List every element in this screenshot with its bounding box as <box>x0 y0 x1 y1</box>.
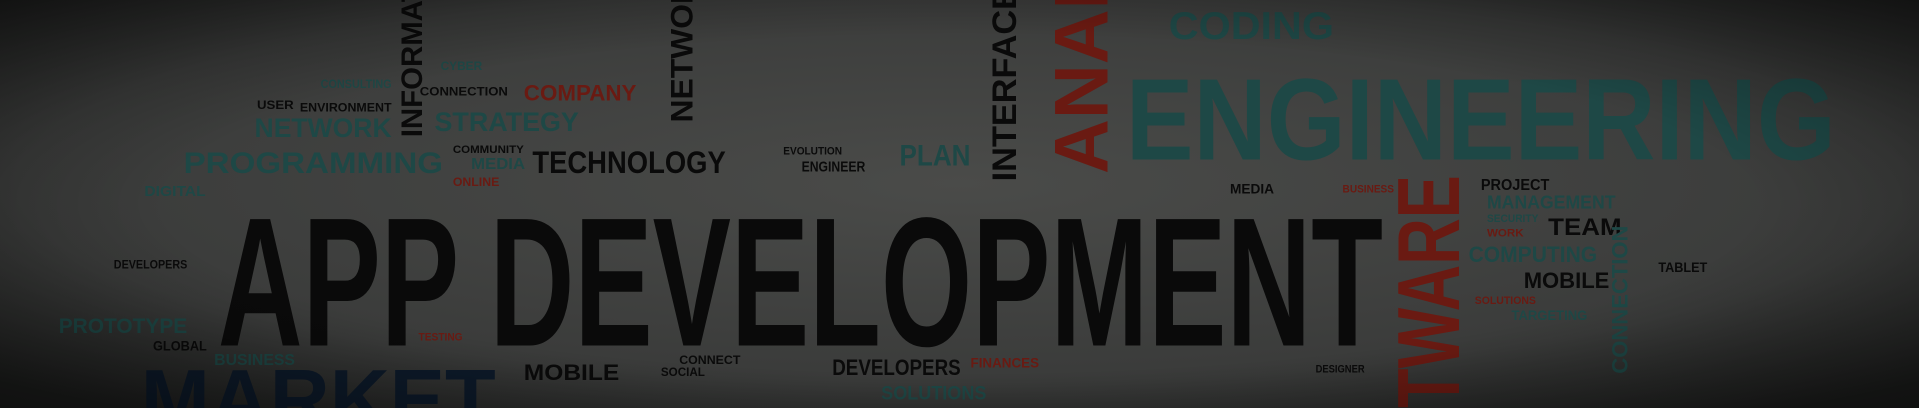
word-cloud-banner: APP DEVELOPMENTENGINEERINGCODINGMARKETAN… <box>0 0 1919 408</box>
vignette <box>0 0 1919 408</box>
page: {"words": ["APP DEVELOPMENT", "ENGINEERI… <box>0 0 1919 408</box>
